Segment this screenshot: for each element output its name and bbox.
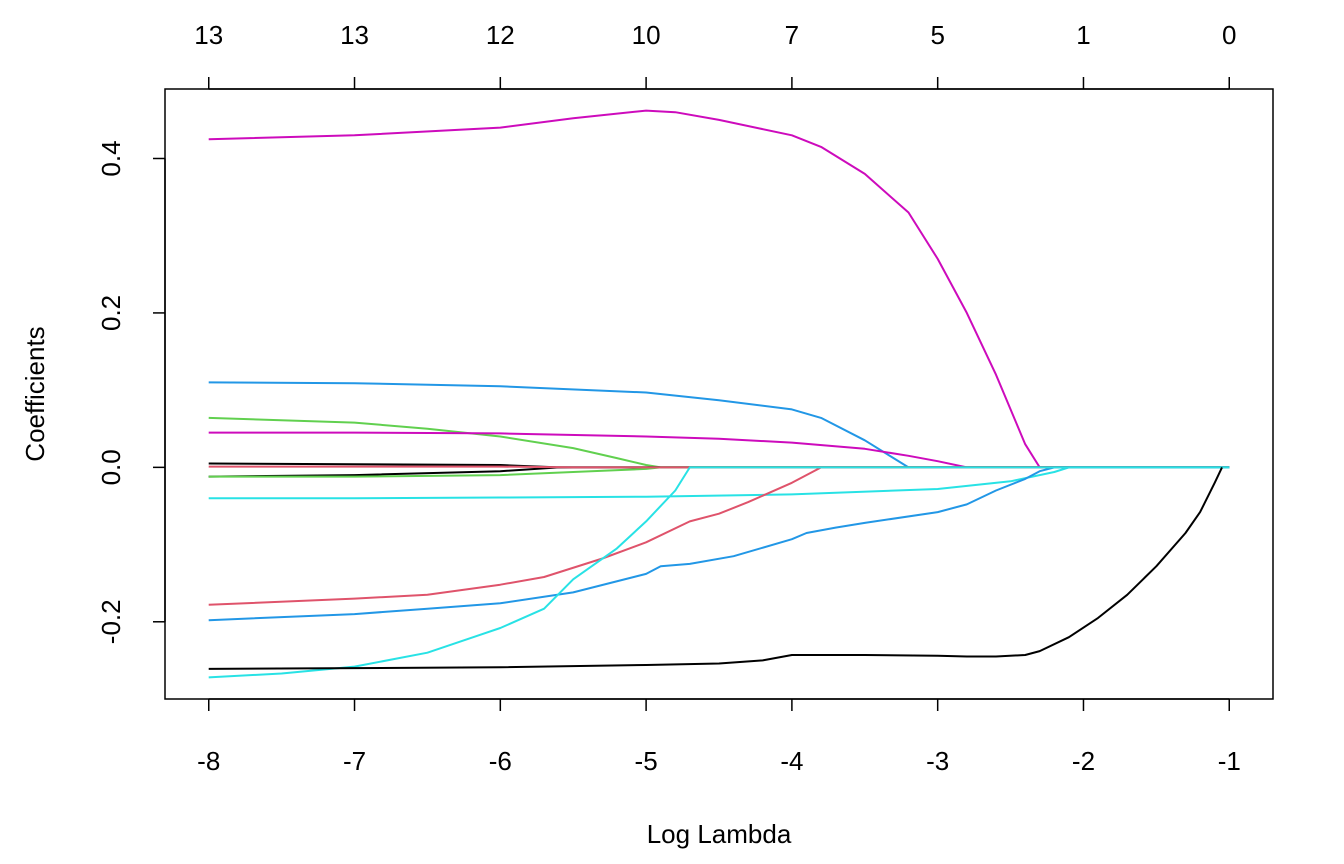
series-line-9 [208, 466, 1230, 500]
series-line-1 [208, 109, 1230, 469]
x-tick-label: -7 [343, 746, 366, 776]
axes-layer: -8 -7 -6 -5 -4 -3 -2 -113 13 12 10 7 5 1 0-0.20.00.20.… [96, 20, 1241, 776]
x-tick-label: -5 [635, 746, 658, 776]
top-tick-label: 13 [194, 20, 223, 50]
top-tick-label: 10 [632, 20, 661, 50]
x-axis-title: Log Lambda [647, 819, 792, 849]
x-tick-label: -1 [1218, 746, 1241, 776]
series-line-13 [208, 466, 1223, 670]
plot-frame [164, 88, 1274, 700]
top-tick-label: 13 [340, 20, 369, 50]
x-tick-label: -3 [926, 746, 949, 776]
top-tick-label: 7 [785, 20, 799, 50]
y-tick-label: 0.0 [96, 449, 126, 485]
y-tick-label: 0.4 [96, 140, 126, 176]
x-tick-label: -8 [197, 746, 220, 776]
series-line-6 [208, 466, 1230, 478]
top-tick-label: 5 [930, 20, 944, 50]
top-tick-label: 12 [486, 20, 515, 50]
series-line-10 [208, 466, 1230, 606]
x-tick-label: -6 [489, 746, 512, 776]
y-axis-title: Coefficients [20, 326, 50, 461]
series-layer [208, 109, 1230, 679]
top-tick-label: 1 [1076, 20, 1090, 50]
y-tick-label: 0.2 [96, 295, 126, 331]
x-tick-label: -4 [780, 746, 803, 776]
series-line-2 [208, 381, 1230, 469]
x-tick-label: -2 [1072, 746, 1095, 776]
series-line-3 [208, 416, 1230, 469]
series-line-4 [208, 431, 1230, 469]
top-tick-label: 0 [1222, 20, 1236, 50]
series-line-11 [208, 466, 1230, 622]
y-tick-label: -0.2 [96, 599, 126, 644]
